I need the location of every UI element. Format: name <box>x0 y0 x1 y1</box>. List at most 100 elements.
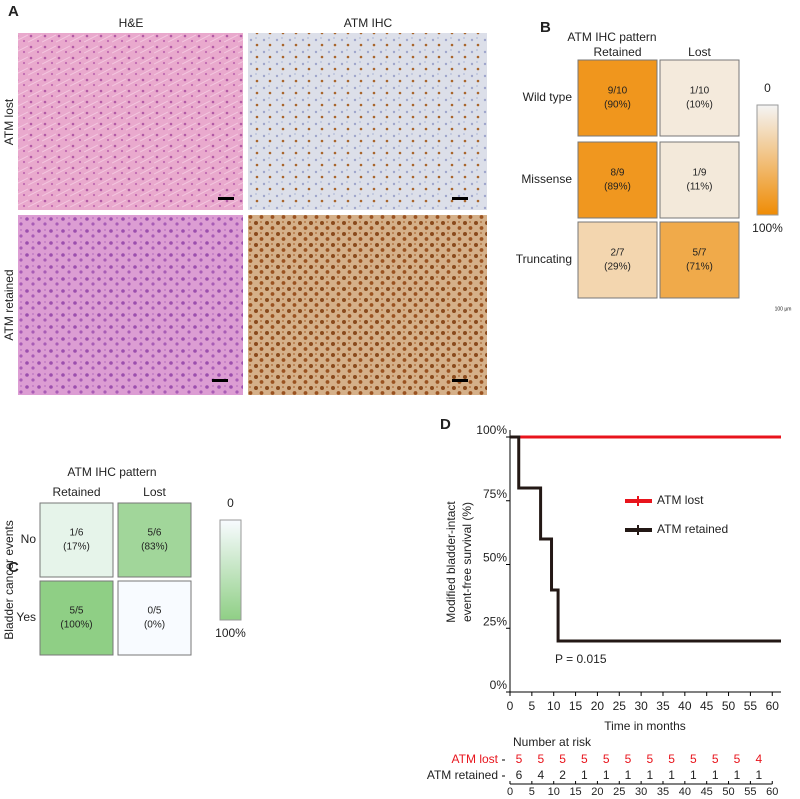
micrograph <box>18 215 243 395</box>
annotation: P = 0.015 <box>555 652 607 666</box>
risk-axis-label: 45 <box>701 786 713 798</box>
panel-letter: D <box>440 416 451 433</box>
scale-bar <box>452 197 468 200</box>
column-label: Retained <box>52 485 100 499</box>
risk-axis-label: 30 <box>635 786 647 798</box>
risk-axis-label: 55 <box>744 786 756 798</box>
colorbar <box>756 104 779 216</box>
risk-value: 5 <box>712 752 719 766</box>
panel-letter: A <box>8 3 19 20</box>
risk-axis-label: 15 <box>569 786 581 798</box>
cell-count: 0/5 <box>148 606 162 617</box>
legend-label: ATM retained <box>657 522 728 536</box>
x-axis-label: Time in months <box>604 719 686 733</box>
cell-count: 8/9 <box>611 168 625 179</box>
risk-axis-label: 60 <box>766 786 778 798</box>
y-axis-label: event-free survival (%) <box>460 502 474 622</box>
column-label: H&E <box>119 16 144 30</box>
risk-axis-label: 40 <box>679 786 691 798</box>
cell-percent: (0%) <box>144 620 165 631</box>
x-tick-label: 30 <box>634 699 648 713</box>
cell-count: 9/10 <box>608 86 628 97</box>
risk-axis-label: 25 <box>613 786 625 798</box>
risk-table-title: Number at risk <box>513 735 592 749</box>
column-label: Lost <box>688 45 711 59</box>
heatmap-cell <box>659 141 740 219</box>
risk-value: 4 <box>537 768 544 782</box>
risk-value: 1 <box>668 768 675 782</box>
column-label: Retained <box>593 45 641 59</box>
x-tick-label: 35 <box>656 699 670 713</box>
row-label: Missense <box>521 172 572 186</box>
panel-letter: C <box>8 559 19 576</box>
micrograph <box>248 33 487 210</box>
x-tick-label: 0 <box>507 699 514 713</box>
chart-title: ATM IHC pattern <box>567 30 656 44</box>
colorbar-label: 0 <box>227 496 234 510</box>
colorbar <box>219 519 242 621</box>
cell-count: 2/7 <box>611 248 625 259</box>
column-label: ATM IHC <box>344 16 393 30</box>
cell-count: 1/6 <box>70 528 84 539</box>
risk-axis-label: 20 <box>591 786 603 798</box>
x-tick-label: 50 <box>722 699 736 713</box>
scale-bar <box>218 197 234 200</box>
risk-value: 1 <box>581 768 588 782</box>
risk-value: 1 <box>712 768 719 782</box>
cell-percent: (90%) <box>604 100 631 111</box>
risk-value: 5 <box>537 752 544 766</box>
row-label: ATM lost <box>2 98 16 145</box>
risk-value: 1 <box>646 768 653 782</box>
cell-count: 5/5 <box>70 606 84 617</box>
risk-value: 5 <box>516 752 523 766</box>
risk-value: 5 <box>646 752 653 766</box>
row-label: Wild type <box>523 90 573 104</box>
cell-percent: (29%) <box>604 262 631 273</box>
risk-value: 5 <box>668 752 675 766</box>
column-label: Lost <box>143 485 166 499</box>
micrograph <box>248 215 487 395</box>
scale-label: 100 µm <box>775 306 792 312</box>
heatmap-cell <box>659 59 740 137</box>
heatmap-cell <box>577 221 658 299</box>
cell-percent: (10%) <box>686 100 713 111</box>
cell-percent: (71%) <box>686 262 713 273</box>
heatmap-cell <box>577 59 658 137</box>
cell-percent: (89%) <box>604 182 631 193</box>
scale-bar <box>212 379 228 382</box>
risk-axis-label: 0 <box>507 786 513 798</box>
x-tick-label: 10 <box>547 699 561 713</box>
risk-value: 5 <box>625 752 632 766</box>
x-tick-label: 25 <box>613 699 627 713</box>
cell-count: 1/10 <box>690 86 710 97</box>
y-tick-label: 100% <box>476 423 507 437</box>
cell-count: 5/7 <box>693 248 707 259</box>
heatmap-cell <box>117 580 192 656</box>
risk-value: 1 <box>690 768 697 782</box>
y-tick-label: 0% <box>490 678 508 692</box>
x-tick-label: 20 <box>591 699 605 713</box>
risk-row-label: ATM lost <box>452 752 499 766</box>
risk-value: 4 <box>755 752 762 766</box>
micrograph <box>18 33 243 210</box>
y-tick-label: 75% <box>483 487 507 501</box>
panel-a: A H&E ATM IHC ATM lost ATM retained <box>2 3 487 395</box>
risk-axis-label: 10 <box>548 786 560 798</box>
risk-value: 5 <box>734 752 741 766</box>
risk-axis-label: 5 <box>529 786 535 798</box>
legend-label: ATM lost <box>657 493 704 507</box>
risk-value: 5 <box>690 752 697 766</box>
risk-value: 1 <box>625 768 632 782</box>
risk-value: 1 <box>755 768 762 782</box>
survival-line <box>510 435 781 643</box>
risk-value: 5 <box>603 752 610 766</box>
row-label: Yes <box>16 610 36 624</box>
x-tick-label: 45 <box>700 699 714 713</box>
colorbar-label: 0 <box>764 81 771 95</box>
x-tick-label: 5 <box>529 699 536 713</box>
cell-count: 1/9 <box>693 168 707 179</box>
scale-bar <box>452 379 468 382</box>
heatmap-cell <box>117 502 192 578</box>
